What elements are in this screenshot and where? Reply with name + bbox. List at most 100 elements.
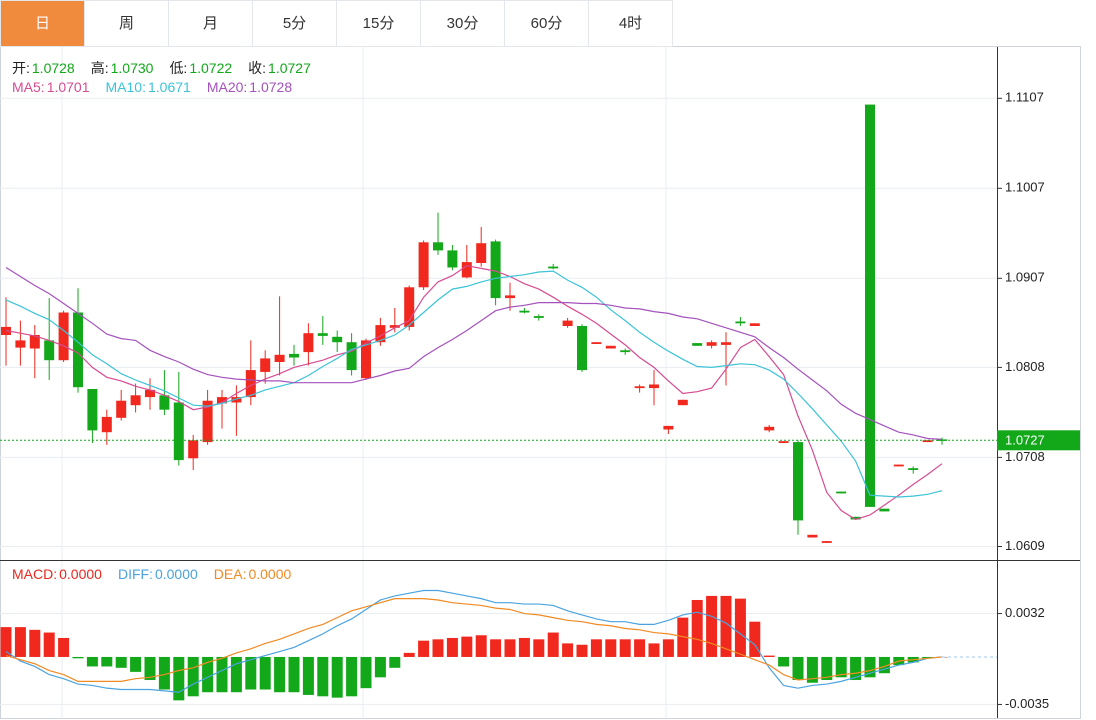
macd-bar bbox=[648, 643, 660, 657]
macd-bar bbox=[605, 639, 617, 657]
candle-body bbox=[332, 336, 343, 343]
legend-value: 0.0000 bbox=[59, 566, 102, 582]
macd-bar bbox=[158, 656, 170, 690]
candle-body bbox=[145, 389, 155, 398]
candle-body bbox=[15, 340, 26, 348]
macd-bar bbox=[835, 656, 847, 678]
macd-bar bbox=[230, 656, 242, 693]
macd-bar bbox=[734, 598, 746, 657]
candle-body bbox=[490, 241, 501, 299]
macd-bar bbox=[288, 656, 300, 693]
info-value: 1.0728 bbox=[31, 60, 75, 76]
macd-bar bbox=[562, 643, 574, 657]
macd-bar bbox=[749, 621, 761, 657]
tab[interactable]: 日 bbox=[1, 1, 85, 47]
macd-bar bbox=[130, 656, 142, 672]
macd-bar bbox=[374, 656, 386, 678]
legend-value: 1.0701 bbox=[46, 79, 90, 95]
candle-body bbox=[461, 262, 472, 278]
macd-bar bbox=[691, 599, 703, 657]
macd-bar bbox=[245, 656, 257, 690]
y-tick-label: 1.0907 bbox=[1005, 270, 1045, 285]
candle-body bbox=[188, 440, 199, 459]
macd-panel: 0.0032 -0.0035 bbox=[0, 589, 1049, 711]
candle-body bbox=[433, 242, 443, 251]
candle-body bbox=[922, 440, 933, 443]
macd-bar bbox=[101, 656, 113, 667]
info-label: 低: bbox=[169, 60, 188, 76]
tab[interactable]: 月 bbox=[169, 1, 253, 47]
legend-name: DEA: bbox=[213, 566, 247, 582]
macd-bar bbox=[821, 656, 833, 681]
tab[interactable]: 15分 bbox=[337, 1, 421, 47]
macd-bar bbox=[590, 639, 602, 657]
candle-body bbox=[217, 397, 227, 404]
candle-body bbox=[130, 395, 141, 406]
legend-name: DIFF: bbox=[117, 566, 153, 582]
macd-bar bbox=[461, 636, 473, 657]
legend-value: 0.0000 bbox=[248, 566, 292, 582]
macd-bar bbox=[850, 656, 862, 681]
tab[interactable]: 30分 bbox=[421, 1, 505, 47]
y-tick-label: 1.0708 bbox=[1005, 449, 1045, 464]
macd-bar bbox=[720, 595, 732, 657]
candle-body bbox=[893, 464, 904, 467]
candle-body bbox=[533, 316, 544, 318]
macd-bar bbox=[115, 656, 127, 668]
tab[interactable]: 60分 bbox=[505, 1, 589, 47]
candle-body bbox=[735, 321, 746, 324]
macd-bar bbox=[504, 639, 516, 657]
macd-bar bbox=[0, 627, 12, 657]
macd-bar bbox=[29, 629, 41, 657]
macd-bar bbox=[518, 637, 530, 657]
period-tabs: 日周月 5分 15分 30分 60分 4时 bbox=[0, 0, 673, 47]
legend-item: DIFF: 0.0000 bbox=[118, 566, 200, 582]
macd-bar bbox=[533, 639, 545, 657]
y-tick-label: 1.1107 bbox=[1005, 90, 1044, 105]
macd-bar bbox=[302, 656, 314, 695]
info-item: 开: 1.0728 bbox=[12, 60, 77, 76]
candle-body bbox=[562, 320, 573, 326]
macd-bar bbox=[922, 656, 934, 659]
info-item: 高: 1.0730 bbox=[91, 60, 156, 76]
info-value: 1.0722 bbox=[189, 60, 233, 76]
candle-body bbox=[101, 416, 112, 433]
tab[interactable]: 周 bbox=[85, 1, 169, 47]
candle-body bbox=[721, 342, 731, 345]
tab[interactable]: 4时 bbox=[589, 1, 673, 47]
macd-bar bbox=[173, 656, 185, 701]
ma-legend: MA5: 1.0701 MA10: 1.0671 MA20: 1.0728 bbox=[12, 79, 308, 95]
tab[interactable]: 5分 bbox=[253, 1, 337, 47]
candle-body bbox=[908, 468, 919, 470]
candle-body bbox=[346, 342, 357, 371]
macd-bar bbox=[14, 627, 26, 657]
macd-bar bbox=[216, 656, 228, 693]
candle-body bbox=[793, 442, 803, 521]
macd-bar bbox=[43, 632, 55, 657]
candle-body bbox=[116, 400, 127, 418]
macd-bar bbox=[274, 656, 286, 693]
candle-body bbox=[231, 397, 242, 403]
candle-body bbox=[577, 326, 587, 371]
candle-body bbox=[778, 441, 789, 443]
macd-bar bbox=[864, 656, 876, 678]
legend-name: MA5: bbox=[12, 79, 45, 95]
candle-body bbox=[476, 243, 487, 263]
candle-body bbox=[836, 491, 847, 494]
candle-body bbox=[663, 425, 674, 430]
candle-body bbox=[677, 399, 688, 406]
candle-body bbox=[447, 250, 458, 268]
info-item: 收: 1.0727 bbox=[248, 60, 313, 76]
candle-body bbox=[418, 242, 429, 288]
macd-bar bbox=[763, 655, 775, 657]
macd-bar bbox=[576, 644, 588, 657]
candle-body bbox=[389, 325, 400, 328]
macd-bar bbox=[806, 656, 818, 683]
candle-body bbox=[58, 312, 69, 361]
candle-body bbox=[879, 508, 890, 512]
frame bbox=[0, 46, 1081, 719]
macd-bar bbox=[778, 656, 790, 667]
macd-bar bbox=[202, 656, 214, 693]
